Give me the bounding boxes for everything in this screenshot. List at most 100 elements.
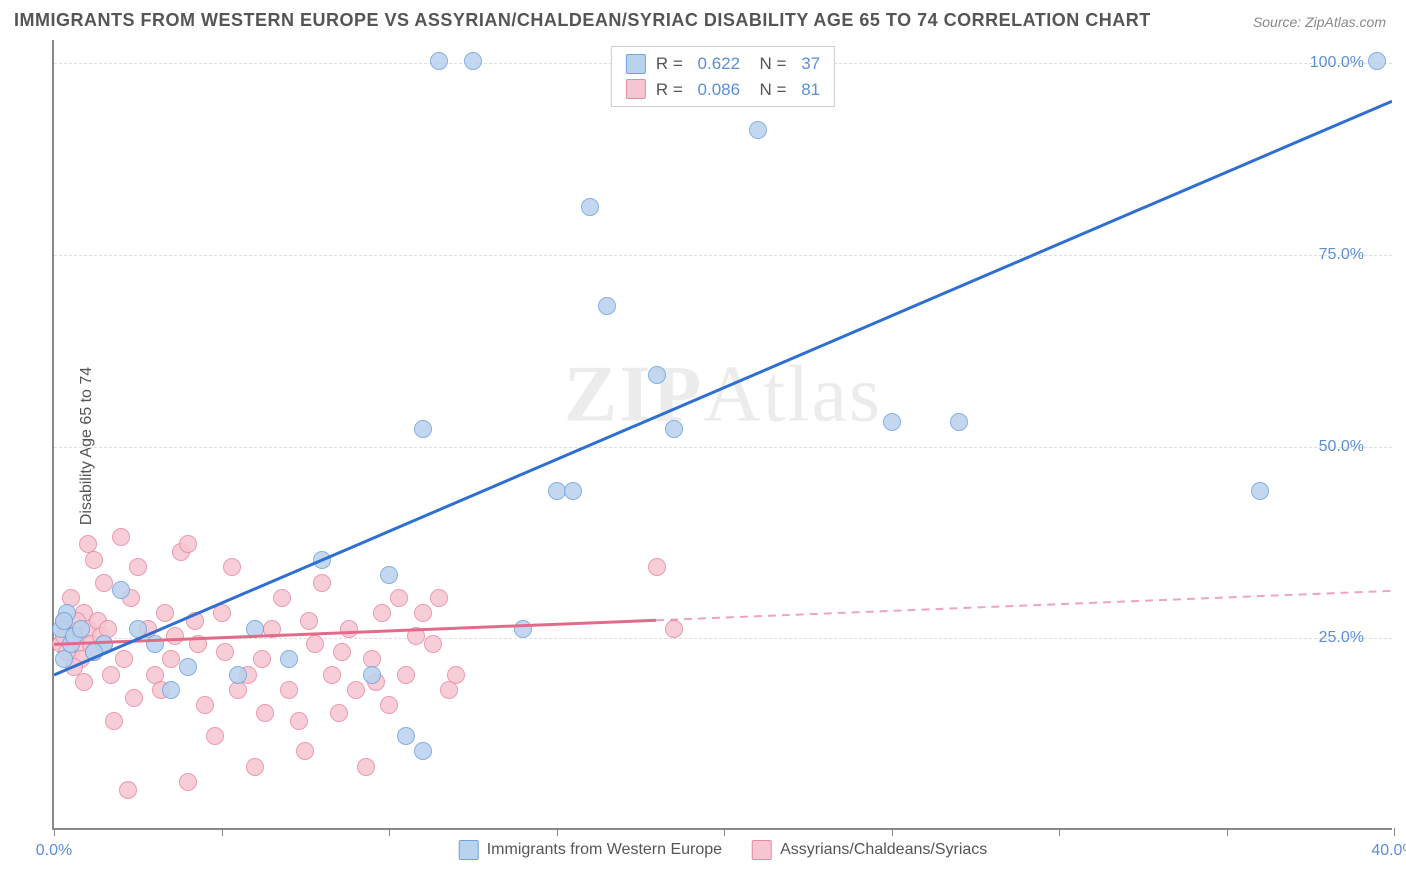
- xtick: [54, 828, 55, 836]
- data-point-pink: [246, 758, 264, 776]
- data-point-blue: [162, 681, 180, 699]
- data-point-pink: [280, 681, 298, 699]
- data-point-pink: [430, 589, 448, 607]
- data-point-pink: [263, 620, 281, 638]
- data-point-blue: [112, 581, 130, 599]
- legend-item-pink: Assyrians/Chaldeans/Syriacs: [752, 840, 987, 860]
- xtick-label: 0.0%: [36, 842, 72, 860]
- data-point-pink: [306, 635, 324, 653]
- xtick: [557, 828, 558, 836]
- series-legend: Immigrants from Western Europe Assyrians…: [459, 840, 988, 860]
- data-point-pink: [85, 551, 103, 569]
- data-point-pink: [313, 574, 331, 592]
- ytick-label: 50.0%: [1319, 438, 1364, 456]
- data-point-pink: [166, 627, 184, 645]
- data-point-pink: [300, 612, 318, 630]
- data-point-pink: [119, 781, 137, 799]
- xtick: [1227, 828, 1228, 836]
- data-point-blue: [648, 366, 666, 384]
- data-point-blue: [85, 643, 103, 661]
- data-point-pink: [424, 635, 442, 653]
- data-point-pink: [290, 712, 308, 730]
- legend-row-pink: R = 0.086 N = 81: [626, 77, 820, 103]
- data-point-blue: [414, 420, 432, 438]
- data-point-blue: [883, 413, 901, 431]
- data-point-pink: [296, 742, 314, 760]
- regression-lines: [54, 40, 1392, 828]
- swatch-pink-icon: [752, 840, 772, 860]
- data-point-pink: [125, 689, 143, 707]
- legend-item-blue: Immigrants from Western Europe: [459, 840, 722, 860]
- data-point-pink: [665, 620, 683, 638]
- plot-area: ZIPAtlas 25.0%50.0%75.0%100.0%0.0%40.0% …: [52, 40, 1392, 830]
- chart-title: IMMIGRANTS FROM WESTERN EUROPE VS ASSYRI…: [14, 10, 1151, 31]
- data-point-pink: [223, 558, 241, 576]
- data-point-blue: [55, 650, 73, 668]
- data-point-pink: [273, 589, 291, 607]
- swatch-blue: [626, 54, 646, 74]
- data-point-pink: [179, 535, 197, 553]
- gridline: [54, 447, 1392, 448]
- data-point-pink: [648, 558, 666, 576]
- data-point-pink: [390, 589, 408, 607]
- data-point-pink: [357, 758, 375, 776]
- data-point-blue: [950, 413, 968, 431]
- watermark: ZIPAtlas: [564, 349, 882, 440]
- data-point-pink: [102, 666, 120, 684]
- data-point-blue: [1368, 52, 1386, 70]
- data-point-pink: [256, 704, 274, 722]
- xtick: [724, 828, 725, 836]
- data-point-blue: [665, 420, 683, 438]
- gridline: [54, 638, 1392, 639]
- ytick-label: 100.0%: [1310, 54, 1364, 72]
- data-point-pink: [330, 704, 348, 722]
- data-point-pink: [115, 650, 133, 668]
- data-point-blue: [430, 52, 448, 70]
- correlation-legend: R = 0.622 N = 37 R = 0.086 N = 81: [611, 46, 835, 107]
- swatch-blue-icon: [459, 840, 479, 860]
- data-point-pink: [112, 528, 130, 546]
- data-point-pink: [95, 574, 113, 592]
- data-point-pink: [75, 673, 93, 691]
- data-point-pink: [156, 604, 174, 622]
- xtick: [222, 828, 223, 836]
- xtick: [389, 828, 390, 836]
- data-point-blue: [581, 198, 599, 216]
- data-point-pink: [213, 604, 231, 622]
- data-point-blue: [179, 658, 197, 676]
- data-point-pink: [196, 696, 214, 714]
- xtick: [892, 828, 893, 836]
- data-point-blue: [129, 620, 147, 638]
- data-point-pink: [407, 627, 425, 645]
- ytick-label: 75.0%: [1319, 246, 1364, 264]
- data-point-pink: [206, 727, 224, 745]
- data-point-blue: [246, 620, 264, 638]
- data-point-blue: [146, 635, 164, 653]
- data-point-pink: [440, 681, 458, 699]
- data-point-pink: [397, 666, 415, 684]
- data-point-pink: [414, 604, 432, 622]
- data-point-pink: [340, 620, 358, 638]
- data-point-pink: [373, 604, 391, 622]
- swatch-pink: [626, 79, 646, 99]
- data-point-blue: [363, 666, 381, 684]
- data-point-blue: [1251, 482, 1269, 500]
- data-point-pink: [189, 635, 207, 653]
- legend-label-blue: Immigrants from Western Europe: [487, 841, 722, 859]
- xtick: [1394, 828, 1395, 836]
- data-point-pink: [186, 612, 204, 630]
- gridline: [54, 255, 1392, 256]
- data-point-blue: [72, 620, 90, 638]
- data-point-pink: [347, 681, 365, 699]
- source-attribution: Source: ZipAtlas.com: [1253, 14, 1386, 30]
- data-point-pink: [105, 712, 123, 730]
- data-point-blue: [280, 650, 298, 668]
- data-point-pink: [323, 666, 341, 684]
- data-point-blue: [514, 620, 532, 638]
- data-point-pink: [162, 650, 180, 668]
- data-point-pink: [179, 773, 197, 791]
- ytick-label: 25.0%: [1319, 629, 1364, 647]
- data-point-pink: [216, 643, 234, 661]
- data-point-blue: [598, 297, 616, 315]
- legend-label-pink: Assyrians/Chaldeans/Syriacs: [780, 841, 987, 859]
